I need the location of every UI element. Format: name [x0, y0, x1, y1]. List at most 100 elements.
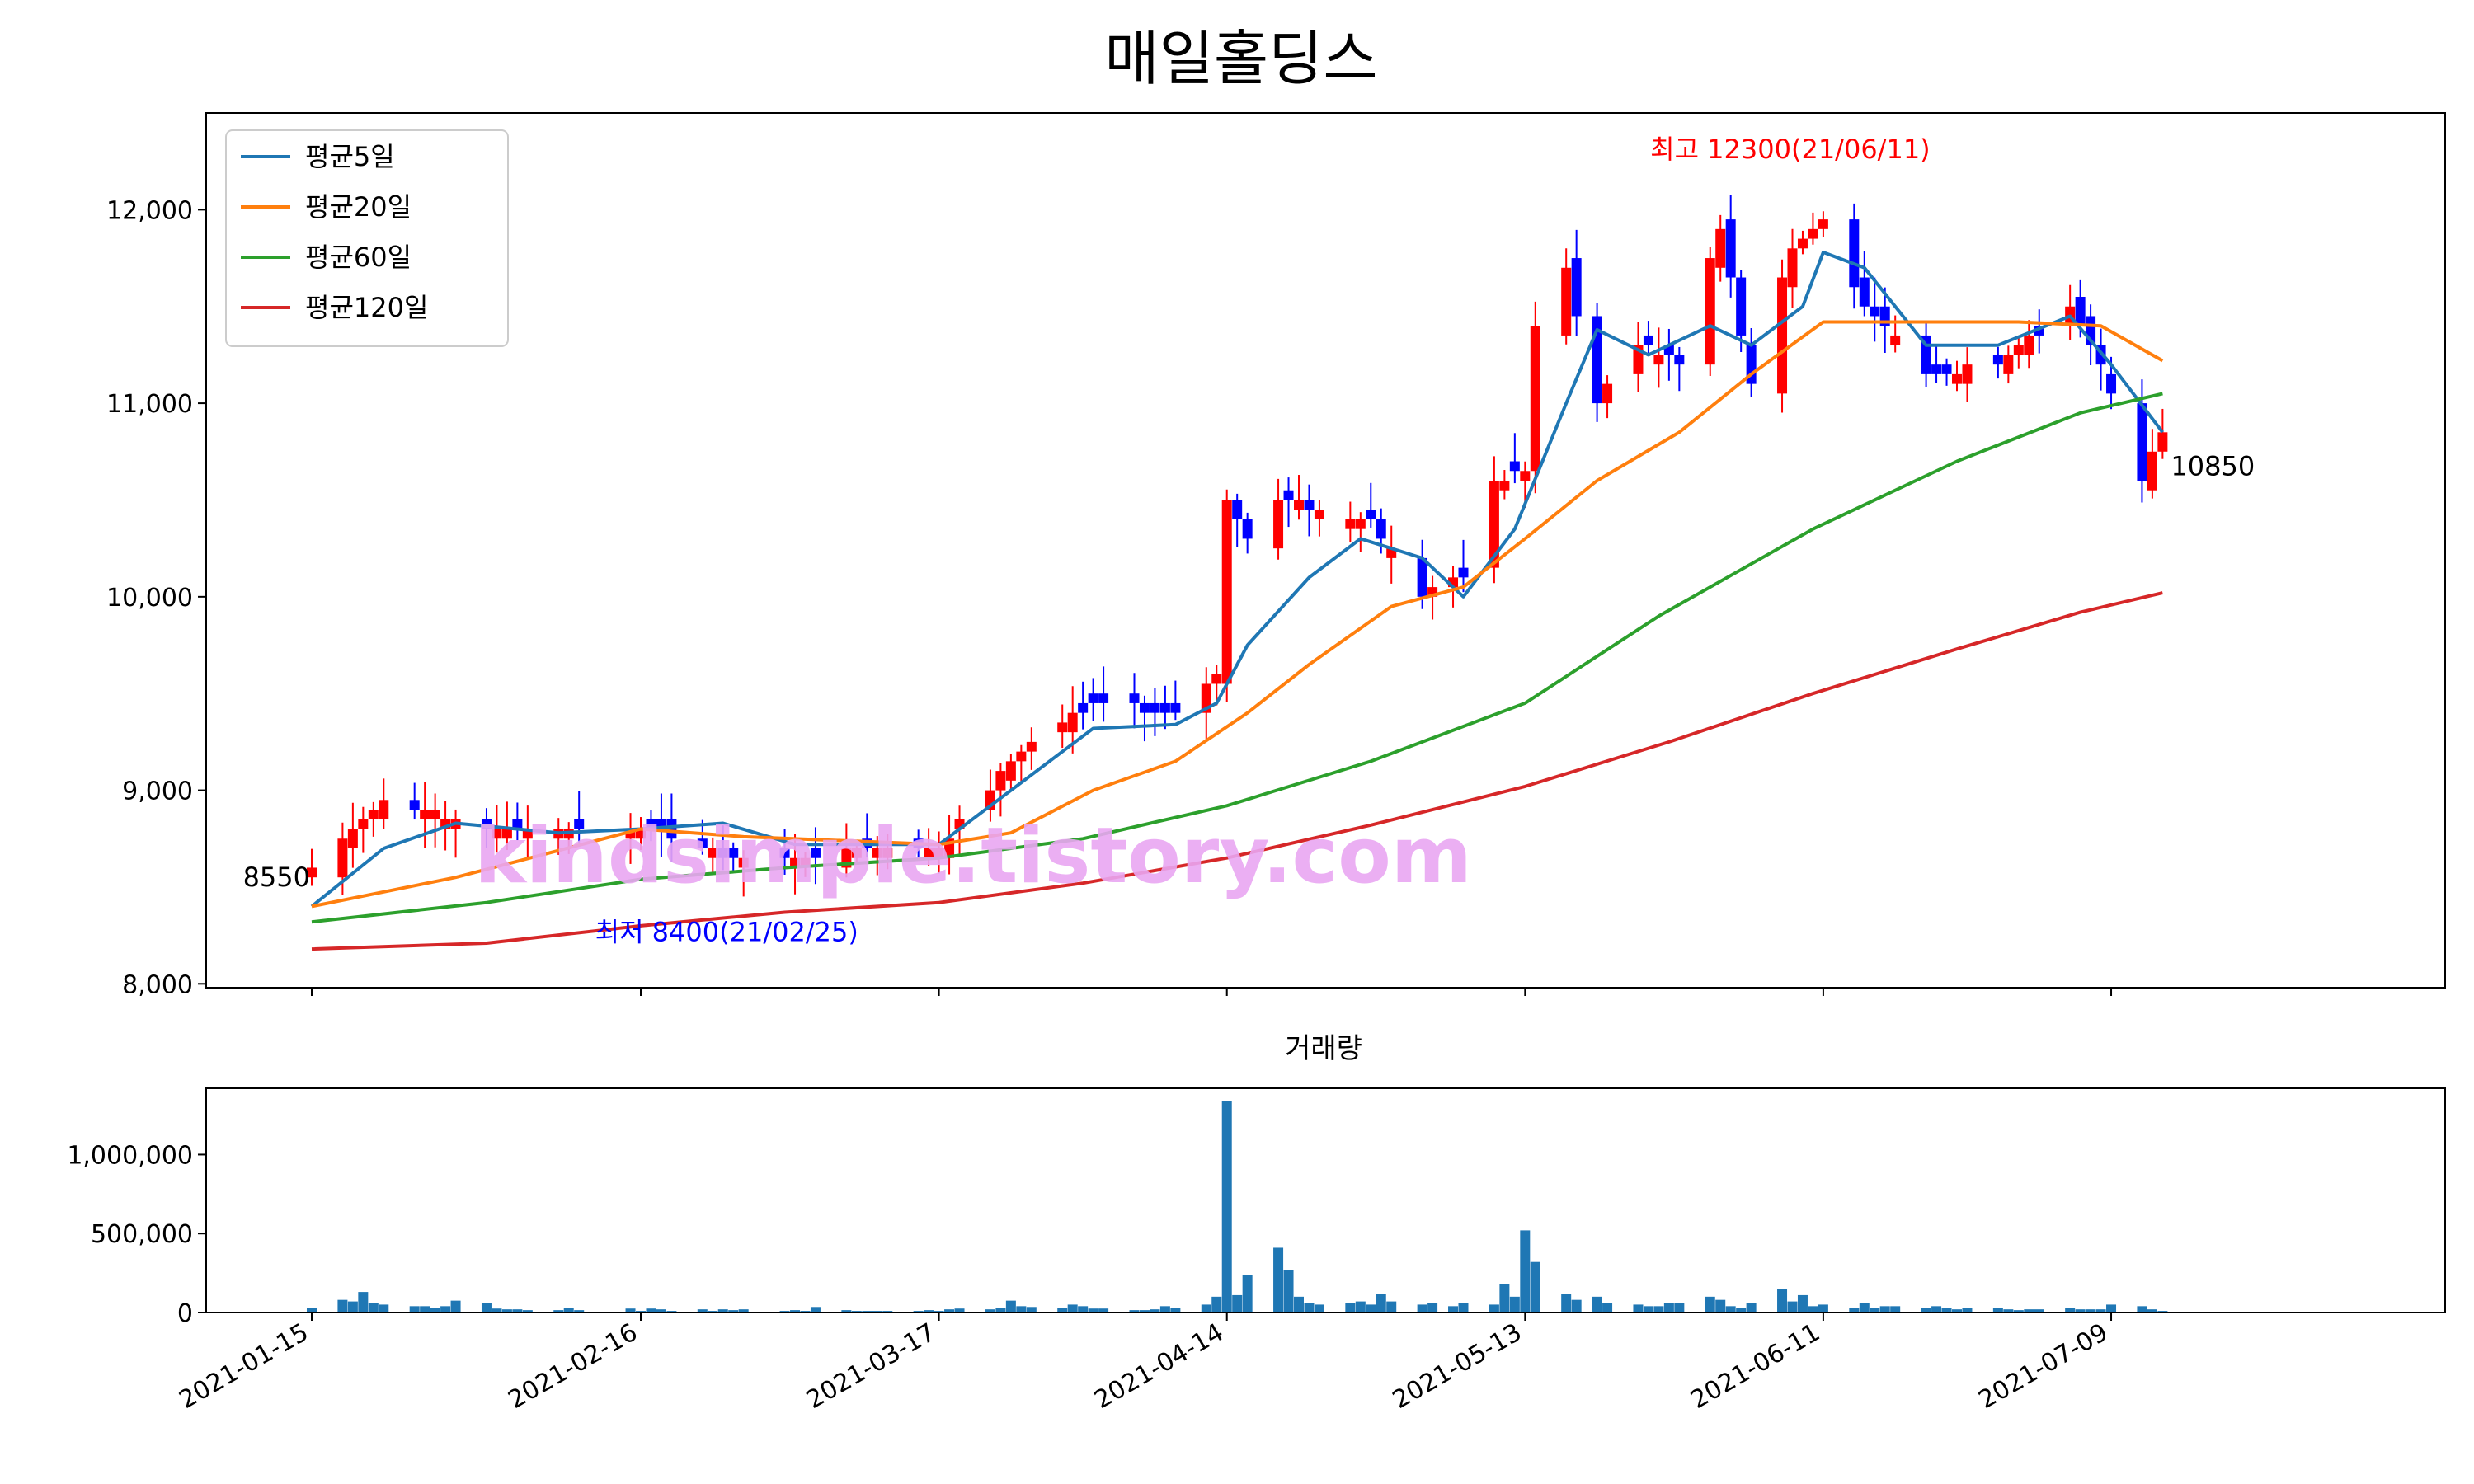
x-tick-label: 2021-06-11 — [1686, 1318, 1824, 1415]
volume-bar — [368, 1303, 379, 1313]
candle-body — [790, 857, 801, 868]
candle-body — [1458, 567, 1469, 578]
legend-label: 평균60일 — [305, 242, 412, 273]
legend-label: 평균20일 — [305, 191, 412, 223]
volume-bar — [337, 1299, 348, 1313]
volume-bar — [2034, 1309, 2044, 1313]
candle-body — [522, 829, 533, 839]
volume-bar — [1088, 1308, 1098, 1313]
candle-body — [934, 848, 944, 858]
volume-chart-title: 거래량 — [1285, 1032, 1362, 1065]
y-tick-label: 9,000 — [122, 777, 193, 806]
candle-body — [697, 838, 708, 848]
volume-bar — [1366, 1304, 1376, 1313]
volume-axes: 0 500,000 1,000,000 2021-01-15 2021-02-16 202… — [67, 1141, 2113, 1415]
candle-body — [481, 819, 492, 829]
candle-body — [1427, 587, 1438, 597]
x-tick-label: 2021-03-17 — [802, 1318, 940, 1415]
candle-body — [379, 800, 389, 819]
volume-bar — [790, 1310, 801, 1313]
volume-bars — [307, 1101, 2168, 1313]
volume-bar — [1026, 1307, 1037, 1313]
volume-bar — [1643, 1306, 1653, 1313]
candle-body — [368, 810, 379, 819]
volume-bar — [717, 1309, 728, 1313]
candle-body — [1725, 219, 1736, 278]
candle-body — [1283, 490, 1294, 500]
candle-body — [1355, 519, 1366, 529]
candle-body — [1674, 355, 1685, 365]
volume-bar — [656, 1309, 666, 1313]
candle-body — [810, 848, 821, 858]
candle-body — [347, 829, 358, 848]
candle-body — [1992, 355, 2003, 365]
candle-body — [1499, 480, 1510, 491]
volume-bar — [646, 1308, 656, 1313]
candle-body — [1797, 238, 1808, 249]
volume-bar — [697, 1309, 708, 1313]
volume-bar — [1211, 1296, 1222, 1313]
volume-bar — [2075, 1309, 2086, 1313]
candle-body — [1962, 364, 1973, 384]
volume-bar — [1242, 1275, 1253, 1313]
volume-bar — [1962, 1308, 1973, 1313]
volume-bar — [625, 1308, 636, 1313]
volume-bar — [995, 1308, 1006, 1313]
candle-body — [2034, 326, 2044, 336]
x-tick-label: 2021-04-14 — [1089, 1318, 1228, 1415]
candle-body — [1005, 761, 1016, 781]
volume-bar — [574, 1310, 585, 1313]
volume-bar — [1571, 1299, 1582, 1313]
candle-body — [440, 819, 451, 829]
volume-bar — [1674, 1303, 1685, 1313]
volume-bar — [1386, 1301, 1397, 1313]
volume-bar — [409, 1306, 420, 1313]
volume-bar — [1777, 1289, 1788, 1313]
candle-body — [1304, 500, 1315, 510]
candle-body — [1849, 219, 1860, 288]
high-price-annotation: 최고 12300(21/06/11) — [1650, 134, 1931, 165]
candle-body — [1345, 519, 1356, 529]
volume-bar — [1314, 1304, 1324, 1313]
volume-bar — [1705, 1296, 1715, 1313]
volume-bar — [1797, 1294, 1808, 1313]
y-tick-label: 500,000 — [91, 1220, 193, 1249]
volume-bar — [1787, 1301, 1798, 1313]
volume-bar — [810, 1307, 821, 1313]
candle-body — [430, 810, 440, 819]
candle-body — [1705, 258, 1715, 365]
volume-bar — [2086, 1309, 2096, 1313]
candle-body — [636, 829, 646, 839]
y-tick-label: 12,000 — [106, 196, 193, 225]
volume-bar — [501, 1309, 512, 1313]
price-annotations: 최고 12300(21/06/11) 최저 8400(21/02/25) 8550 1… — [243, 134, 2255, 947]
volume-bar — [1818, 1304, 1828, 1313]
volume-bar — [1057, 1308, 1068, 1313]
candle-body — [1098, 693, 1109, 703]
volume-bar — [1520, 1230, 1531, 1313]
candle-body — [337, 838, 348, 878]
volume-bar — [1941, 1308, 1952, 1313]
candle-body — [1232, 500, 1243, 519]
volume-bar — [1870, 1308, 1880, 1313]
candle-body — [1221, 500, 1232, 684]
candle-body — [2137, 403, 2147, 481]
volume-bar — [2095, 1309, 2106, 1313]
volume-bar — [1499, 1284, 1510, 1313]
volume-bar — [522, 1310, 533, 1313]
moving-average-line — [311, 591, 2163, 951]
volume-bar — [1849, 1308, 1860, 1313]
moving-average-line — [311, 392, 2163, 924]
candle-body — [1314, 510, 1324, 519]
volume-bar — [1653, 1306, 1664, 1313]
candle-body — [1242, 519, 1253, 539]
volume-bar — [1273, 1247, 1284, 1313]
volume-bar — [1376, 1294, 1386, 1313]
volume-bar — [1879, 1306, 1890, 1313]
candle-body — [872, 848, 882, 858]
candle-body — [1150, 702, 1160, 713]
volume-bar — [1294, 1296, 1304, 1313]
candle-body — [1159, 702, 1170, 713]
